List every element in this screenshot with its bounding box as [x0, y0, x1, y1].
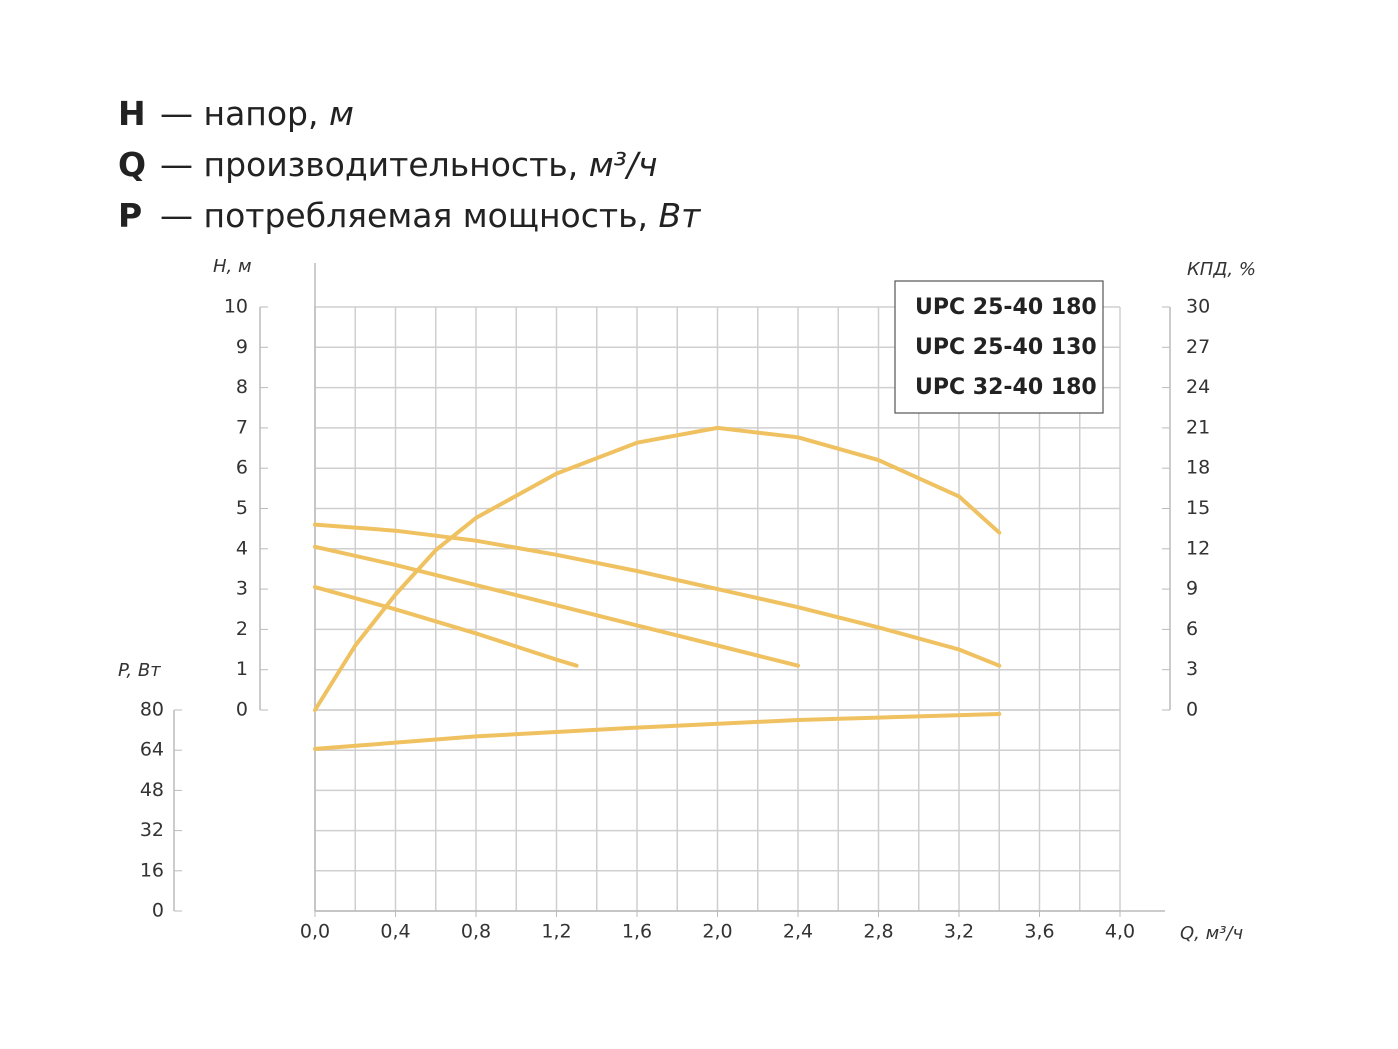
x-axis-label: Q, м³/ч [1180, 923, 1243, 944]
x-tick-label: 1,6 [622, 921, 652, 943]
y3-tick-label: 80 [140, 699, 164, 721]
x-tick-label: 0,0 [300, 921, 330, 943]
x-tick-label: 0,4 [380, 921, 410, 943]
symbol: H [118, 94, 146, 133]
y2-tick-label: 0 [1186, 699, 1198, 721]
x-tick-label: 2,4 [783, 921, 813, 943]
definition: Q — производительность, м³/ч [118, 145, 658, 184]
y-tick-label: 6 [236, 457, 248, 479]
legend-entry: UPC 25-40 180 [915, 295, 1097, 320]
x-tick-label: 3,2 [944, 921, 974, 943]
x-tick-label: 2,8 [863, 921, 893, 943]
y-tick-label: 9 [236, 336, 248, 358]
x-tick-label: 2,0 [702, 921, 732, 943]
definition-text: — производительность, [160, 145, 578, 184]
y-tick-label: 3 [236, 578, 248, 600]
definition-text: — напор, [160, 94, 319, 133]
space [319, 94, 330, 133]
legend-box [894, 280, 1104, 414]
definitions: H — напор, м Q — производительность, м³/ч P —… [118, 94, 702, 235]
y2-tick-label: 21 [1186, 416, 1210, 438]
curve [313, 425, 1002, 712]
y2-tick-label: 30 [1186, 296, 1210, 318]
y2-tick-label: 18 [1186, 457, 1210, 479]
legend-entry: UPC 32-40 180 [915, 375, 1097, 400]
symbol: Q [118, 145, 146, 184]
x-tick-label: 4,0 [1105, 921, 1135, 943]
y-tick-label: 8 [236, 376, 248, 398]
y3-tick-label: 0 [152, 900, 164, 922]
y2-axis-label: КПД, % [1187, 259, 1256, 280]
unit: м³/ч [589, 145, 658, 184]
y3-axis-label: P, Вт [118, 660, 161, 681]
y-tick-label: 0 [236, 699, 248, 721]
y3-tick-label: 48 [140, 779, 164, 801]
curve [313, 712, 1002, 751]
unit: м [329, 94, 354, 133]
y2-tick-label: 15 [1186, 497, 1210, 519]
y2-tick-label: 12 [1186, 537, 1210, 559]
space [578, 145, 589, 184]
y-tick-label: 5 [236, 497, 248, 519]
y-tick-label: 7 [236, 416, 248, 438]
y2-tick-label: 27 [1186, 336, 1210, 358]
y2-tick-label: 3 [1186, 658, 1198, 680]
unit: Вт [659, 196, 703, 235]
x-tick-label: 3,6 [1024, 921, 1054, 943]
y2-tick-label: 24 [1186, 376, 1210, 398]
curve [313, 585, 579, 668]
x-tick-label: 1,2 [541, 921, 571, 943]
y3-tick-label: 16 [140, 859, 164, 881]
y3-tick-label: 32 [140, 819, 164, 841]
symbol: P [118, 196, 142, 235]
space [648, 196, 659, 235]
y2-tick-label: 9 [1186, 578, 1198, 600]
x-tick-label: 0,8 [461, 921, 491, 943]
definition: H — напор, м [118, 94, 354, 133]
definition: P — потребляемая мощность, Вт [118, 196, 702, 235]
y3-tick-label: 64 [140, 739, 164, 761]
y-tick-label: 1 [236, 658, 248, 680]
y2-tick-label: 6 [1186, 618, 1198, 640]
y-tick-label: 4 [236, 537, 248, 559]
legend-entry: UPC 25-40 130 [915, 335, 1097, 360]
y-tick-label: 10 [224, 296, 248, 318]
definition-text: — потребляемая мощность, [160, 196, 648, 235]
curve [313, 544, 800, 668]
y-tick-label: 2 [236, 618, 248, 640]
curve [313, 522, 1002, 668]
y-axis-label: H, м [213, 256, 252, 277]
